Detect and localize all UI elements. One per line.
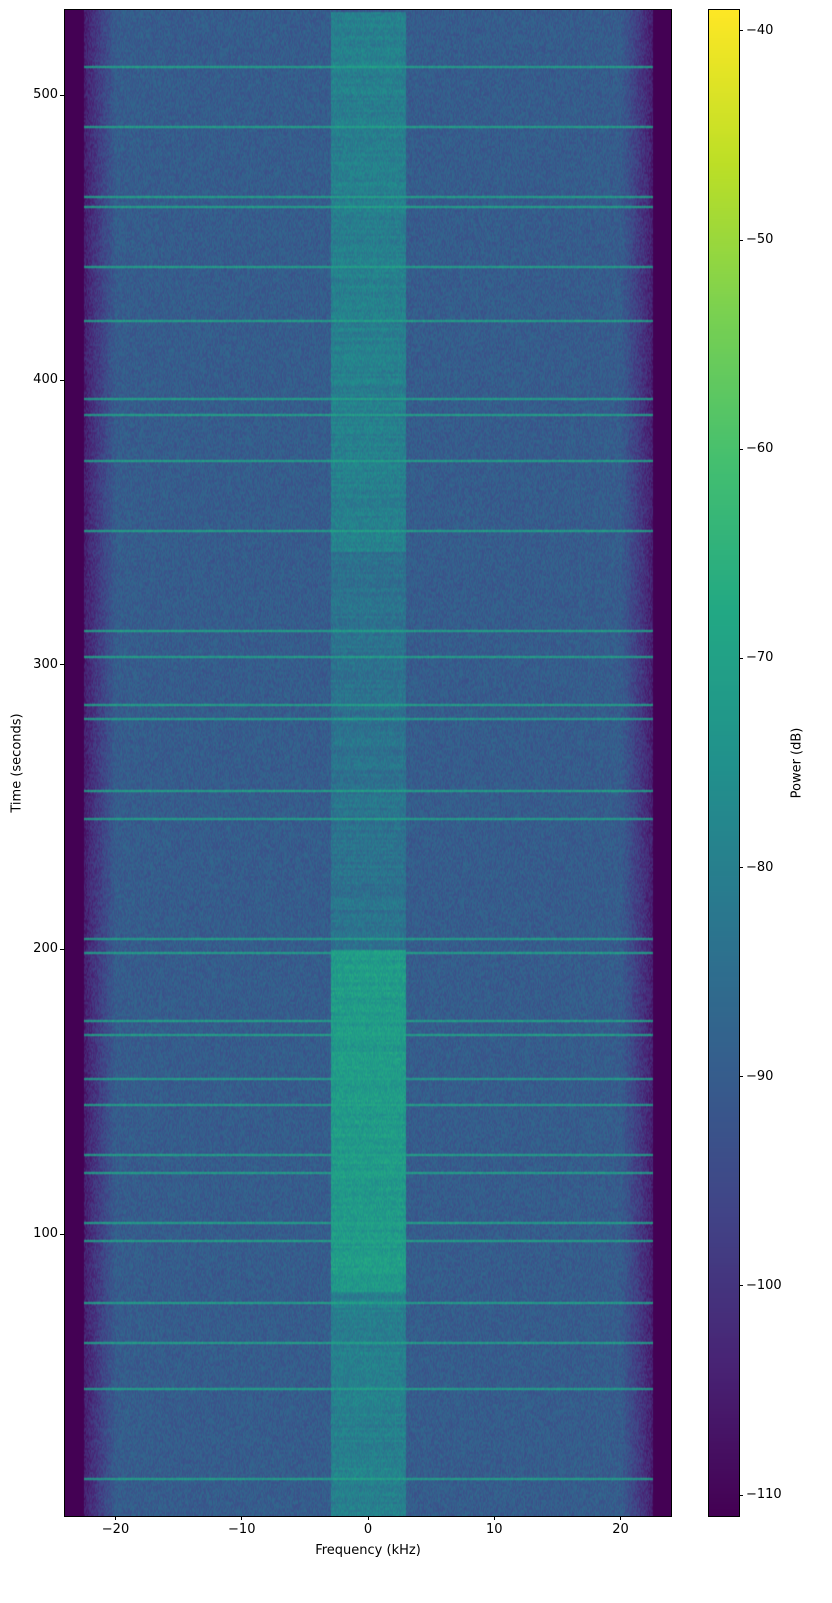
y-tick-mark bbox=[60, 664, 64, 666]
colorbar-tick-label: −60 bbox=[746, 441, 774, 457]
y-tick-label: 100 bbox=[33, 1226, 58, 1242]
plot-frame bbox=[64, 9, 672, 1517]
colorbar-tick-mark bbox=[739, 1285, 743, 1287]
y-tick-mark bbox=[60, 94, 64, 96]
x-tick-label: 10 bbox=[485, 1522, 503, 1537]
x-tick-mark bbox=[620, 1516, 621, 1520]
colorbar-tick-label: −80 bbox=[746, 859, 774, 875]
spectrogram-plot bbox=[65, 10, 671, 1516]
x-tick-label: −20 bbox=[101, 1522, 130, 1537]
x-tick-mark bbox=[241, 1516, 243, 1520]
x-tick-label: 20 bbox=[612, 1522, 629, 1537]
colorbar-gradient bbox=[709, 10, 739, 1516]
colorbar-tick-mark bbox=[739, 30, 743, 32]
colorbar-tick-mark bbox=[739, 657, 743, 659]
y-tick-mark bbox=[60, 948, 64, 950]
colorbar-tick-mark bbox=[739, 1076, 743, 1078]
colorbar-tick-mark bbox=[739, 1494, 743, 1496]
colorbar bbox=[709, 10, 739, 1516]
x-tick-mark bbox=[115, 1516, 116, 1520]
colorbar-tick-label: −100 bbox=[746, 1277, 782, 1293]
colorbar-label: Power (dB) bbox=[789, 727, 805, 799]
colorbar-tick-label: −70 bbox=[746, 650, 774, 666]
colorbar-tick-label: −110 bbox=[746, 1487, 782, 1503]
x-tick-mark bbox=[493, 1516, 495, 1520]
colorbar-tick-mark bbox=[739, 867, 743, 869]
colorbar-tick-mark bbox=[739, 448, 743, 450]
y-tick-mark bbox=[60, 379, 64, 381]
colorbar-tick-label: −40 bbox=[746, 22, 774, 38]
x-tick-label: −10 bbox=[228, 1522, 256, 1537]
colorbar-frame bbox=[708, 9, 740, 1517]
spectrogram-image bbox=[65, 10, 671, 1516]
y-tick-label: 300 bbox=[33, 656, 58, 672]
y-axis-label: Time (seconds) bbox=[9, 713, 25, 813]
y-tick-label: 400 bbox=[33, 372, 58, 388]
x-axis-label: Frequency (kHz) bbox=[315, 1543, 421, 1558]
x-tick-label: 0 bbox=[363, 1522, 373, 1537]
colorbar-tick-label: −90 bbox=[746, 1068, 774, 1084]
colorbar-tick-mark bbox=[739, 239, 743, 241]
y-tick-label: 200 bbox=[33, 941, 58, 957]
colorbar-tick-label: −50 bbox=[746, 232, 774, 248]
x-tick-mark bbox=[367, 1516, 369, 1520]
y-tick-mark bbox=[60, 1233, 64, 1235]
y-tick-label: 500 bbox=[33, 87, 58, 103]
